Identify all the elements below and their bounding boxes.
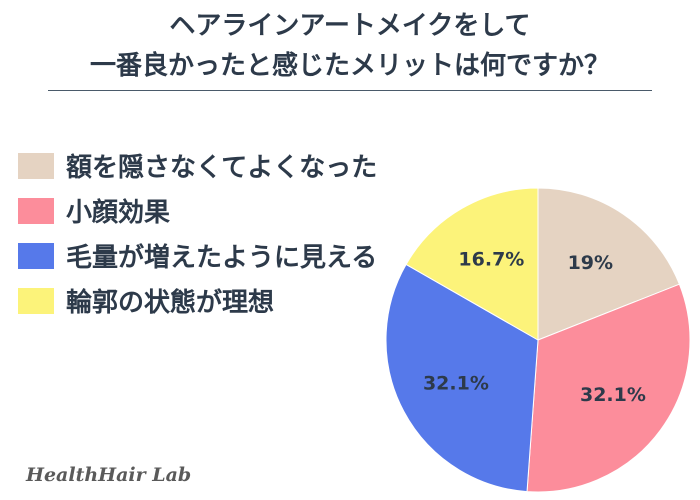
- slice-value-label: 16.7%: [458, 249, 524, 271]
- legend-item: 輪郭の状態が理想: [18, 278, 377, 323]
- legend-item: 小顔効果: [18, 188, 377, 233]
- legend-swatch: [18, 242, 54, 269]
- legend-label: 小顔効果: [66, 198, 171, 228]
- pie-slice: [385, 263, 539, 493]
- brand-logo-text: HealthHair Lab: [26, 464, 192, 486]
- pie-slice: [526, 283, 691, 493]
- title-divider: [48, 90, 652, 91]
- legend-label: 輪郭の状態が理想: [66, 288, 275, 318]
- chart-title-line-1: ヘアラインアートメイクをして: [169, 11, 531, 41]
- legend-swatch: [18, 197, 54, 224]
- slice-value-label: 19%: [568, 252, 613, 274]
- legend-item: 額を隠さなくてよくなった: [18, 143, 377, 188]
- slice-value-label: 32.1%: [423, 373, 489, 395]
- legend: 額を隠さなくてよくなった 小顔効果 毛量が増えたように見える 輪郭の状態が理想: [18, 143, 377, 323]
- pie-slice: [405, 187, 539, 341]
- legend-label: 毛量が増えたように見える: [66, 243, 378, 273]
- legend-swatch: [18, 152, 54, 179]
- chart-title: ヘアラインアートメイクをして 一番良かったと感じたメリットは何ですか？: [0, 6, 700, 86]
- slice-value-label: 32.1%: [580, 384, 646, 406]
- legend-label: 額を隠さなくてよくなった: [66, 153, 378, 183]
- chart-title-line-2: 一番良かったと感じたメリットは何ですか？: [89, 51, 610, 81]
- legend-swatch: [18, 287, 54, 314]
- pie-slice: [537, 187, 681, 341]
- legend-item: 毛量が増えたように見える: [18, 233, 377, 278]
